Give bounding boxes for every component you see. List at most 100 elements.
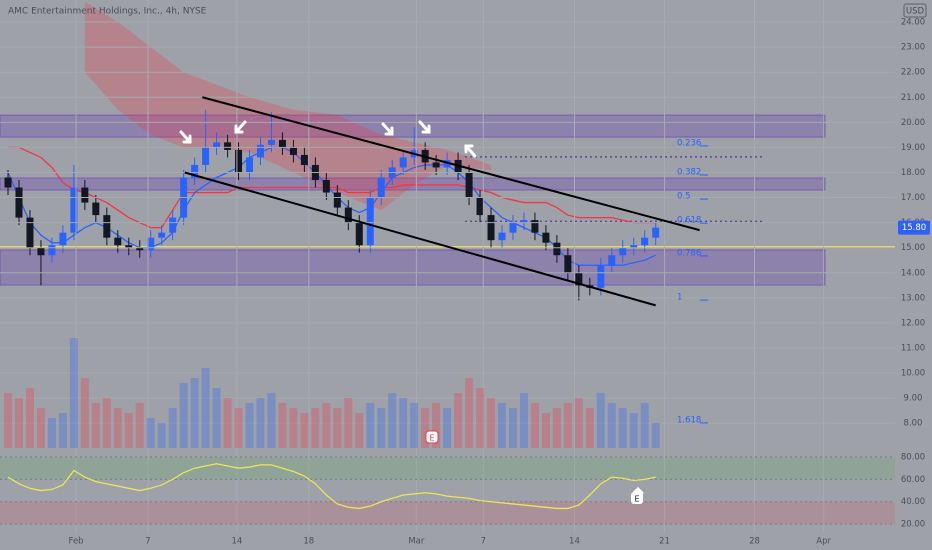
event-label: E — [634, 495, 639, 504]
y-tick-label: 17.00 — [901, 193, 925, 203]
candle-body — [531, 220, 539, 233]
candle-body — [158, 232, 166, 238]
x-tick-label: 7 — [145, 537, 150, 547]
x-tick-label: 7 — [481, 537, 486, 547]
candle-body — [597, 265, 605, 288]
volume-bar — [36, 408, 45, 448]
x-tick-label: 21 — [659, 537, 670, 547]
candle-body — [432, 162, 440, 168]
candle-body — [498, 232, 506, 241]
candle-body — [235, 149, 243, 173]
volume-bar — [135, 403, 144, 448]
candle-body — [487, 215, 495, 241]
volume-bar — [223, 398, 232, 448]
y-tick-label: 20.00 — [901, 118, 925, 128]
y2-tick-label: 60.00 — [901, 475, 925, 485]
event-badge — [631, 492, 643, 504]
volume-bar — [58, 413, 67, 448]
volume-bar — [267, 393, 276, 448]
y-tick-label: 23.00 — [901, 43, 925, 53]
y-tick-label: 9.00 — [904, 394, 923, 404]
volume-bar — [640, 403, 649, 448]
volume-bar — [91, 403, 100, 448]
fib-label: 0.236 — [677, 138, 701, 148]
volume-bar — [651, 423, 660, 448]
cloud — [84, 1, 492, 211]
candle-body — [37, 247, 45, 256]
fib-label: 0.786 — [677, 248, 701, 258]
zone — [0, 114, 826, 138]
volume-bar — [234, 408, 243, 448]
event-badge — [425, 430, 439, 444]
volume-bar — [168, 408, 177, 448]
candle-body — [619, 247, 627, 256]
candle-body — [344, 207, 352, 223]
y-tick-label: 14.00 — [901, 268, 925, 278]
candle-body — [608, 255, 616, 266]
volume-bar — [146, 418, 155, 448]
x-tick-label: Feb — [69, 537, 84, 547]
candle-body — [48, 245, 56, 256]
x-tick-label: 14 — [231, 537, 242, 547]
x-tick-label: 18 — [303, 537, 314, 547]
candle-body — [224, 142, 232, 150]
candle-body — [641, 237, 649, 246]
volume-bar — [476, 388, 485, 448]
volume-bar — [421, 408, 430, 448]
indicator-line — [8, 146, 656, 229]
zone — [0, 249, 826, 286]
candle-body — [509, 222, 517, 233]
volume-bar — [508, 408, 517, 448]
price-pane — [0, 1, 895, 301]
candle-body — [355, 222, 363, 246]
volume-bar — [102, 398, 111, 448]
volume-bar — [344, 398, 353, 448]
volume-bar — [530, 403, 539, 448]
candle-body — [169, 217, 177, 233]
rsi-line — [7, 463, 656, 510]
arrow — [179, 130, 192, 144]
fib-label: 0.5 — [677, 192, 691, 202]
candle-body — [147, 237, 155, 251]
candle-body — [575, 272, 583, 286]
volume-bar — [399, 398, 408, 448]
x-tick-label: Mar — [408, 537, 425, 547]
volume-bar — [256, 398, 265, 448]
volume-bar — [289, 408, 298, 448]
y-tick-label: 22.00 — [901, 68, 925, 78]
y2-tick-label: 80.00 — [901, 453, 925, 463]
y-tick-label: 21.00 — [901, 93, 925, 103]
volume-bar — [4, 393, 13, 448]
volume-bar — [596, 393, 605, 448]
volume-bar — [278, 403, 287, 448]
y-tick-label: 11.00 — [901, 343, 925, 353]
volume-bar — [80, 378, 89, 448]
y-tick-label: 13.00 — [901, 293, 925, 303]
rsi-band-low — [0, 501, 895, 525]
volume-bar — [69, 338, 78, 448]
candle-body — [377, 177, 385, 198]
fib-label: 0.618 — [677, 216, 701, 226]
volume-bar — [25, 388, 34, 448]
volume-bar — [124, 413, 133, 448]
last-price: 15.80 — [902, 223, 926, 233]
volume-bar — [157, 423, 166, 448]
candle-body — [520, 220, 528, 223]
volume-bar — [552, 408, 561, 448]
candle-body — [465, 172, 473, 198]
candle-body — [630, 245, 638, 248]
candle-body — [399, 157, 407, 168]
volume-bar — [113, 408, 122, 448]
volume-bar — [498, 403, 507, 448]
candle-body — [542, 232, 550, 243]
event-label: E — [429, 434, 434, 443]
fib-label: 0.382 — [677, 167, 701, 177]
volume-bar — [454, 393, 463, 448]
x-tick-label: Apr — [816, 537, 831, 547]
volume-bar — [201, 368, 210, 448]
volume-bar — [333, 408, 342, 448]
volume-bar — [465, 378, 474, 448]
channel-line — [184, 171, 656, 307]
currency-box — [903, 3, 927, 18]
candle-body — [652, 227, 660, 238]
